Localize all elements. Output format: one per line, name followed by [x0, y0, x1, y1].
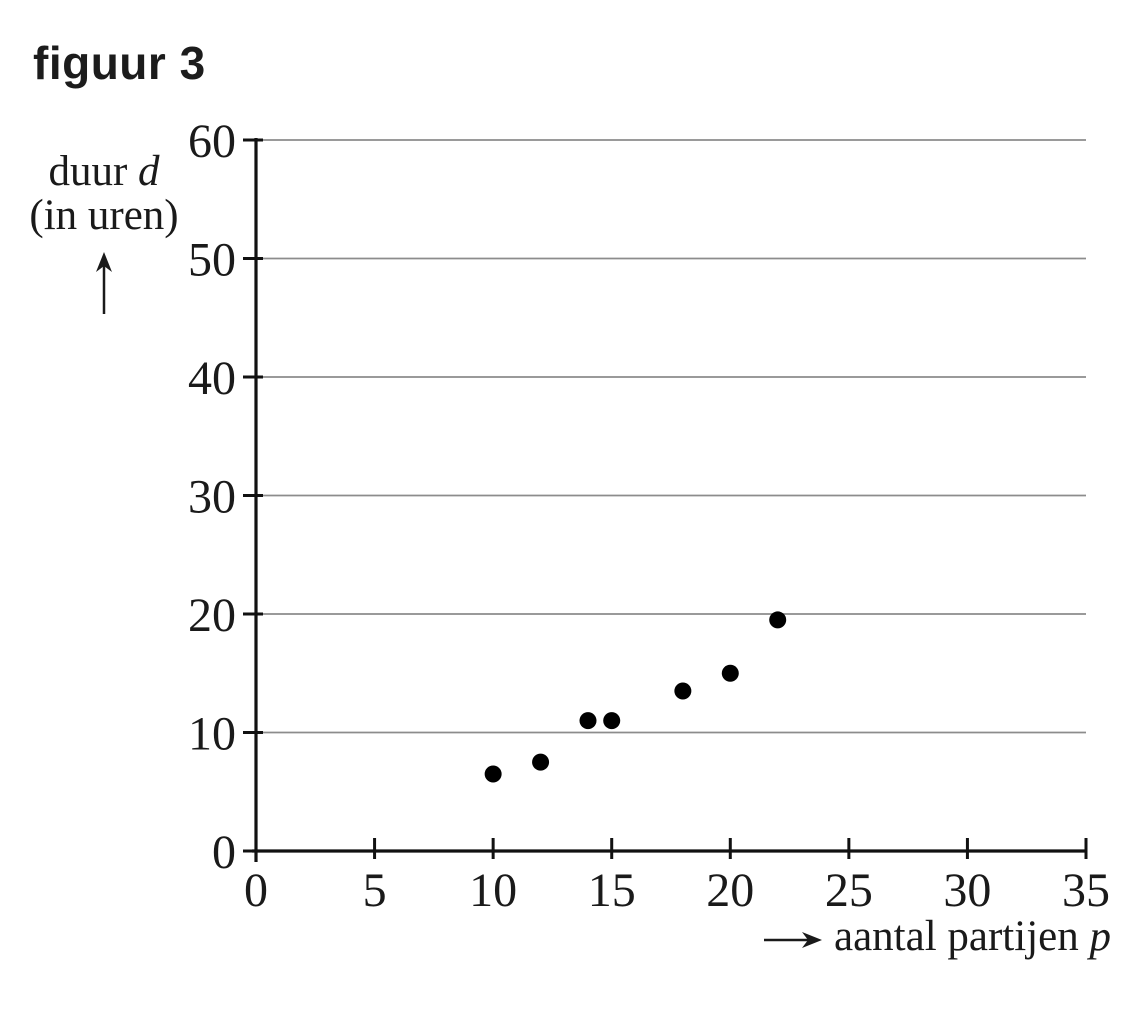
x-tick-label-5: 5 [363, 864, 387, 917]
x-tick-label-35: 35 [1062, 864, 1110, 917]
x-tick-label-20: 20 [706, 864, 754, 917]
data-point-6 [769, 611, 787, 629]
y-tick-label-20: 20 [188, 589, 236, 642]
y-axis-label-line1: duur d [18, 150, 190, 194]
x-axis-label: aantal partijen p [764, 912, 1111, 961]
y-axis-label: duur d (in uren) [18, 150, 190, 314]
x-tick-label-30: 30 [943, 864, 991, 917]
x-axis-variable: p [1089, 913, 1111, 960]
y-tick-label-60: 60 [188, 115, 236, 168]
y-tick-label-40: 40 [188, 352, 236, 405]
y-tick-label-0: 0 [212, 826, 236, 879]
x-axis-label-text: aantal partijen p [834, 912, 1111, 961]
x-axis-caption: aantal partijen [834, 913, 1090, 960]
y-axis-label-text: duur [48, 148, 139, 195]
x-tick-label-15: 15 [588, 864, 636, 917]
data-point-1 [532, 753, 550, 771]
y-axis-label-line2: (in uren) [29, 192, 179, 239]
figure-title: figuur 3 [33, 37, 206, 89]
data-point-5 [721, 664, 739, 682]
x-tick-label-25: 25 [825, 864, 873, 917]
data-point-4 [674, 682, 692, 700]
data-point-0 [484, 765, 502, 783]
data-point-2 [579, 712, 597, 730]
y-axis-arrow-icon [96, 252, 112, 314]
data-point-3 [603, 712, 621, 730]
y-tick-label-50: 50 [188, 234, 236, 287]
y-axis-arrow-wrap [18, 252, 190, 314]
y-tick-label-30: 30 [188, 471, 236, 524]
y-axis-variable: d [138, 148, 160, 195]
x-axis-arrow-icon [764, 931, 822, 948]
x-tick-label-0: 0 [244, 864, 268, 917]
y-tick-label-10: 10 [188, 708, 236, 761]
x-tick-label-10: 10 [469, 864, 517, 917]
